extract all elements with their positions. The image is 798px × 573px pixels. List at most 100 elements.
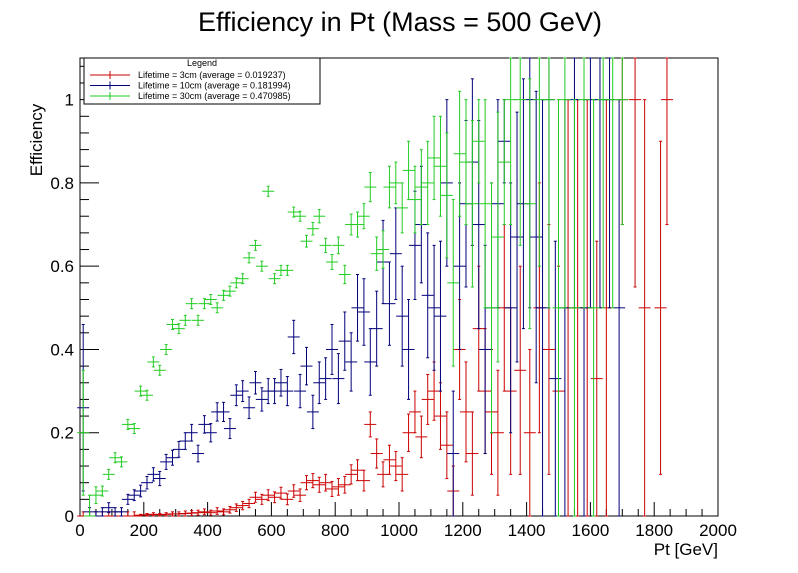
data-point	[345, 464, 358, 485]
data-point	[459, 99, 472, 226]
chart-title: Efficiency in Pt (Mass = 500 GeV)	[198, 7, 602, 37]
data-point	[115, 507, 128, 517]
data-point	[77, 511, 90, 517]
data-point	[533, 57, 546, 267]
data-point	[198, 508, 211, 516]
legend-label: Lifetime = 3cm (average = 0.019237)	[138, 70, 286, 80]
data-point	[134, 484, 147, 498]
data-point	[402, 298, 415, 400]
data-point	[326, 480, 339, 497]
data-point	[274, 368, 287, 397]
data-point	[466, 119, 479, 288]
data-point	[121, 493, 134, 505]
data-point	[313, 361, 326, 405]
data-point	[421, 373, 434, 425]
data-point	[109, 452, 122, 464]
data-point	[281, 376, 294, 407]
legend-label: Lifetime = 30cm (average = 0.470985)	[138, 91, 291, 101]
data-point	[217, 401, 230, 422]
y-tick-label: 0.4	[50, 340, 74, 359]
x-tick-label: 1200	[444, 521, 482, 540]
data-point	[514, 57, 527, 246]
data-point	[440, 411, 453, 480]
data-point	[249, 239, 262, 251]
data-point	[597, 57, 610, 309]
data-point	[217, 289, 230, 301]
data-point	[466, 411, 479, 496]
data-point	[332, 353, 345, 405]
y-tick-label: 0.2	[50, 424, 74, 443]
data-point	[77, 369, 90, 496]
data-point	[428, 115, 441, 201]
data-point	[654, 140, 667, 475]
data-point	[587, 99, 600, 517]
data-point	[236, 500, 249, 511]
data-point	[377, 230, 390, 269]
data-point	[294, 210, 307, 222]
data-point	[262, 185, 275, 197]
data-point	[370, 290, 383, 367]
data-point	[243, 252, 256, 264]
data-point	[281, 493, 294, 506]
legend-label: Lifetime = 10cm (average = 0.181994)	[138, 81, 291, 91]
data-point	[472, 99, 485, 184]
data-point	[428, 244, 441, 371]
data-point	[147, 356, 160, 368]
data-point	[236, 380, 249, 402]
data-point	[498, 99, 511, 226]
data-point	[243, 396, 256, 420]
data-point	[243, 498, 256, 509]
data-point	[326, 254, 339, 271]
data-point	[160, 453, 173, 470]
data-point	[134, 385, 147, 397]
data-point	[223, 505, 236, 514]
data-point	[217, 508, 230, 516]
data-point	[128, 511, 141, 517]
data-point	[396, 457, 409, 492]
data-point	[223, 418, 236, 440]
series-group	[77, 57, 629, 517]
data-point	[306, 221, 319, 236]
data-point	[287, 484, 300, 498]
data-point	[140, 475, 153, 490]
data-point	[319, 473, 332, 492]
data-point	[300, 475, 313, 491]
data-point	[306, 394, 319, 430]
data-point	[549, 240, 562, 517]
data-point	[172, 323, 185, 335]
data-point	[383, 165, 396, 209]
data-point	[491, 111, 504, 363]
data-point	[204, 509, 217, 516]
data-point	[281, 264, 294, 276]
data-point	[268, 378, 281, 405]
data-point	[121, 418, 134, 430]
data-point	[223, 285, 236, 297]
data-point	[89, 511, 102, 517]
x-tick-label: 400	[193, 521, 221, 540]
data-point	[166, 318, 179, 330]
data-point	[89, 486, 102, 505]
data-point	[616, 57, 629, 226]
data-point	[332, 236, 345, 255]
data-point	[383, 444, 396, 475]
data-point	[357, 469, 370, 492]
data-point	[351, 211, 364, 238]
data-point	[558, 57, 571, 309]
data-point	[192, 444, 205, 463]
y-tick-label: 0.6	[50, 257, 74, 276]
data-point	[447, 390, 460, 517]
data-point	[440, 132, 453, 259]
data-point	[230, 277, 243, 289]
y-tick-label: 0.8	[50, 174, 74, 193]
x-axis-title: Pt [GeV]	[654, 540, 718, 559]
data-point	[660, 57, 673, 226]
data-point	[230, 384, 243, 407]
data-point	[140, 389, 153, 401]
legend: Legend Lifetime = 3cm (average = 0.01923…	[83, 57, 321, 105]
data-point	[300, 346, 313, 386]
data-point	[294, 488, 307, 502]
data-point	[389, 207, 402, 300]
data-point	[249, 371, 262, 395]
data-point	[179, 314, 192, 326]
data-point	[364, 411, 377, 438]
